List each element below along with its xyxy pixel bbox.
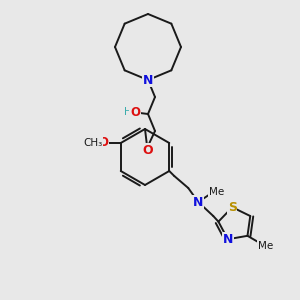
Text: H: H	[124, 107, 132, 117]
Text: S: S	[228, 201, 237, 214]
Text: Me: Me	[208, 187, 224, 197]
Text: CH₃: CH₃	[83, 138, 102, 148]
Text: N: N	[193, 196, 203, 208]
Text: Me: Me	[258, 241, 273, 251]
Text: O: O	[99, 136, 109, 149]
Text: N: N	[223, 233, 233, 246]
Text: O: O	[130, 106, 140, 118]
Text: O: O	[143, 143, 153, 157]
Text: N: N	[143, 74, 153, 86]
